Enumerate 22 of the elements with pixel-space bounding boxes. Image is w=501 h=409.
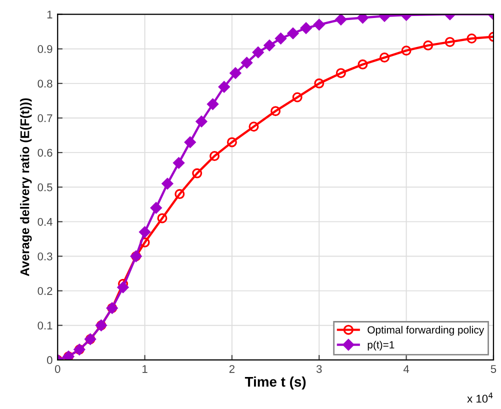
y-tick-label: 0.6 [38, 148, 52, 157]
y-axis-title: Average delivery ratio (E(F(t))) [20, 98, 32, 276]
y-tick-label: 0.3 [38, 252, 52, 260]
x-tick-label: 4 [403, 365, 410, 373]
y-tick-label: 0.7 [38, 114, 52, 122]
y-tick-label: 0.9 [38, 45, 52, 54]
legend-label: p(t)=1 [368, 340, 394, 351]
x-tick-label: 2 [229, 365, 234, 373]
y-tick-label: 0.5 [38, 183, 52, 192]
y-tick-label: 0 [47, 356, 52, 364]
x-tick-label: 1 [142, 365, 148, 373]
y-tick-label: 1 [47, 10, 52, 18]
y-tick-label: 0.1 [38, 322, 52, 330]
text: x 10$^{4}$ [467, 392, 493, 403]
x-axis-title: Time t (s) [244, 376, 306, 390]
x-tick-label: 3 [316, 365, 322, 373]
y-tick-label: 0.4 [38, 218, 52, 226]
y-tick-label: 0.2 [38, 287, 52, 295]
legend-label: Optimal forwarding policy [368, 326, 484, 336]
x-tick-label: 5 [490, 365, 496, 373]
y-tick-label: 0.8 [38, 80, 52, 88]
x-tick-label: 0 [54, 365, 60, 373]
